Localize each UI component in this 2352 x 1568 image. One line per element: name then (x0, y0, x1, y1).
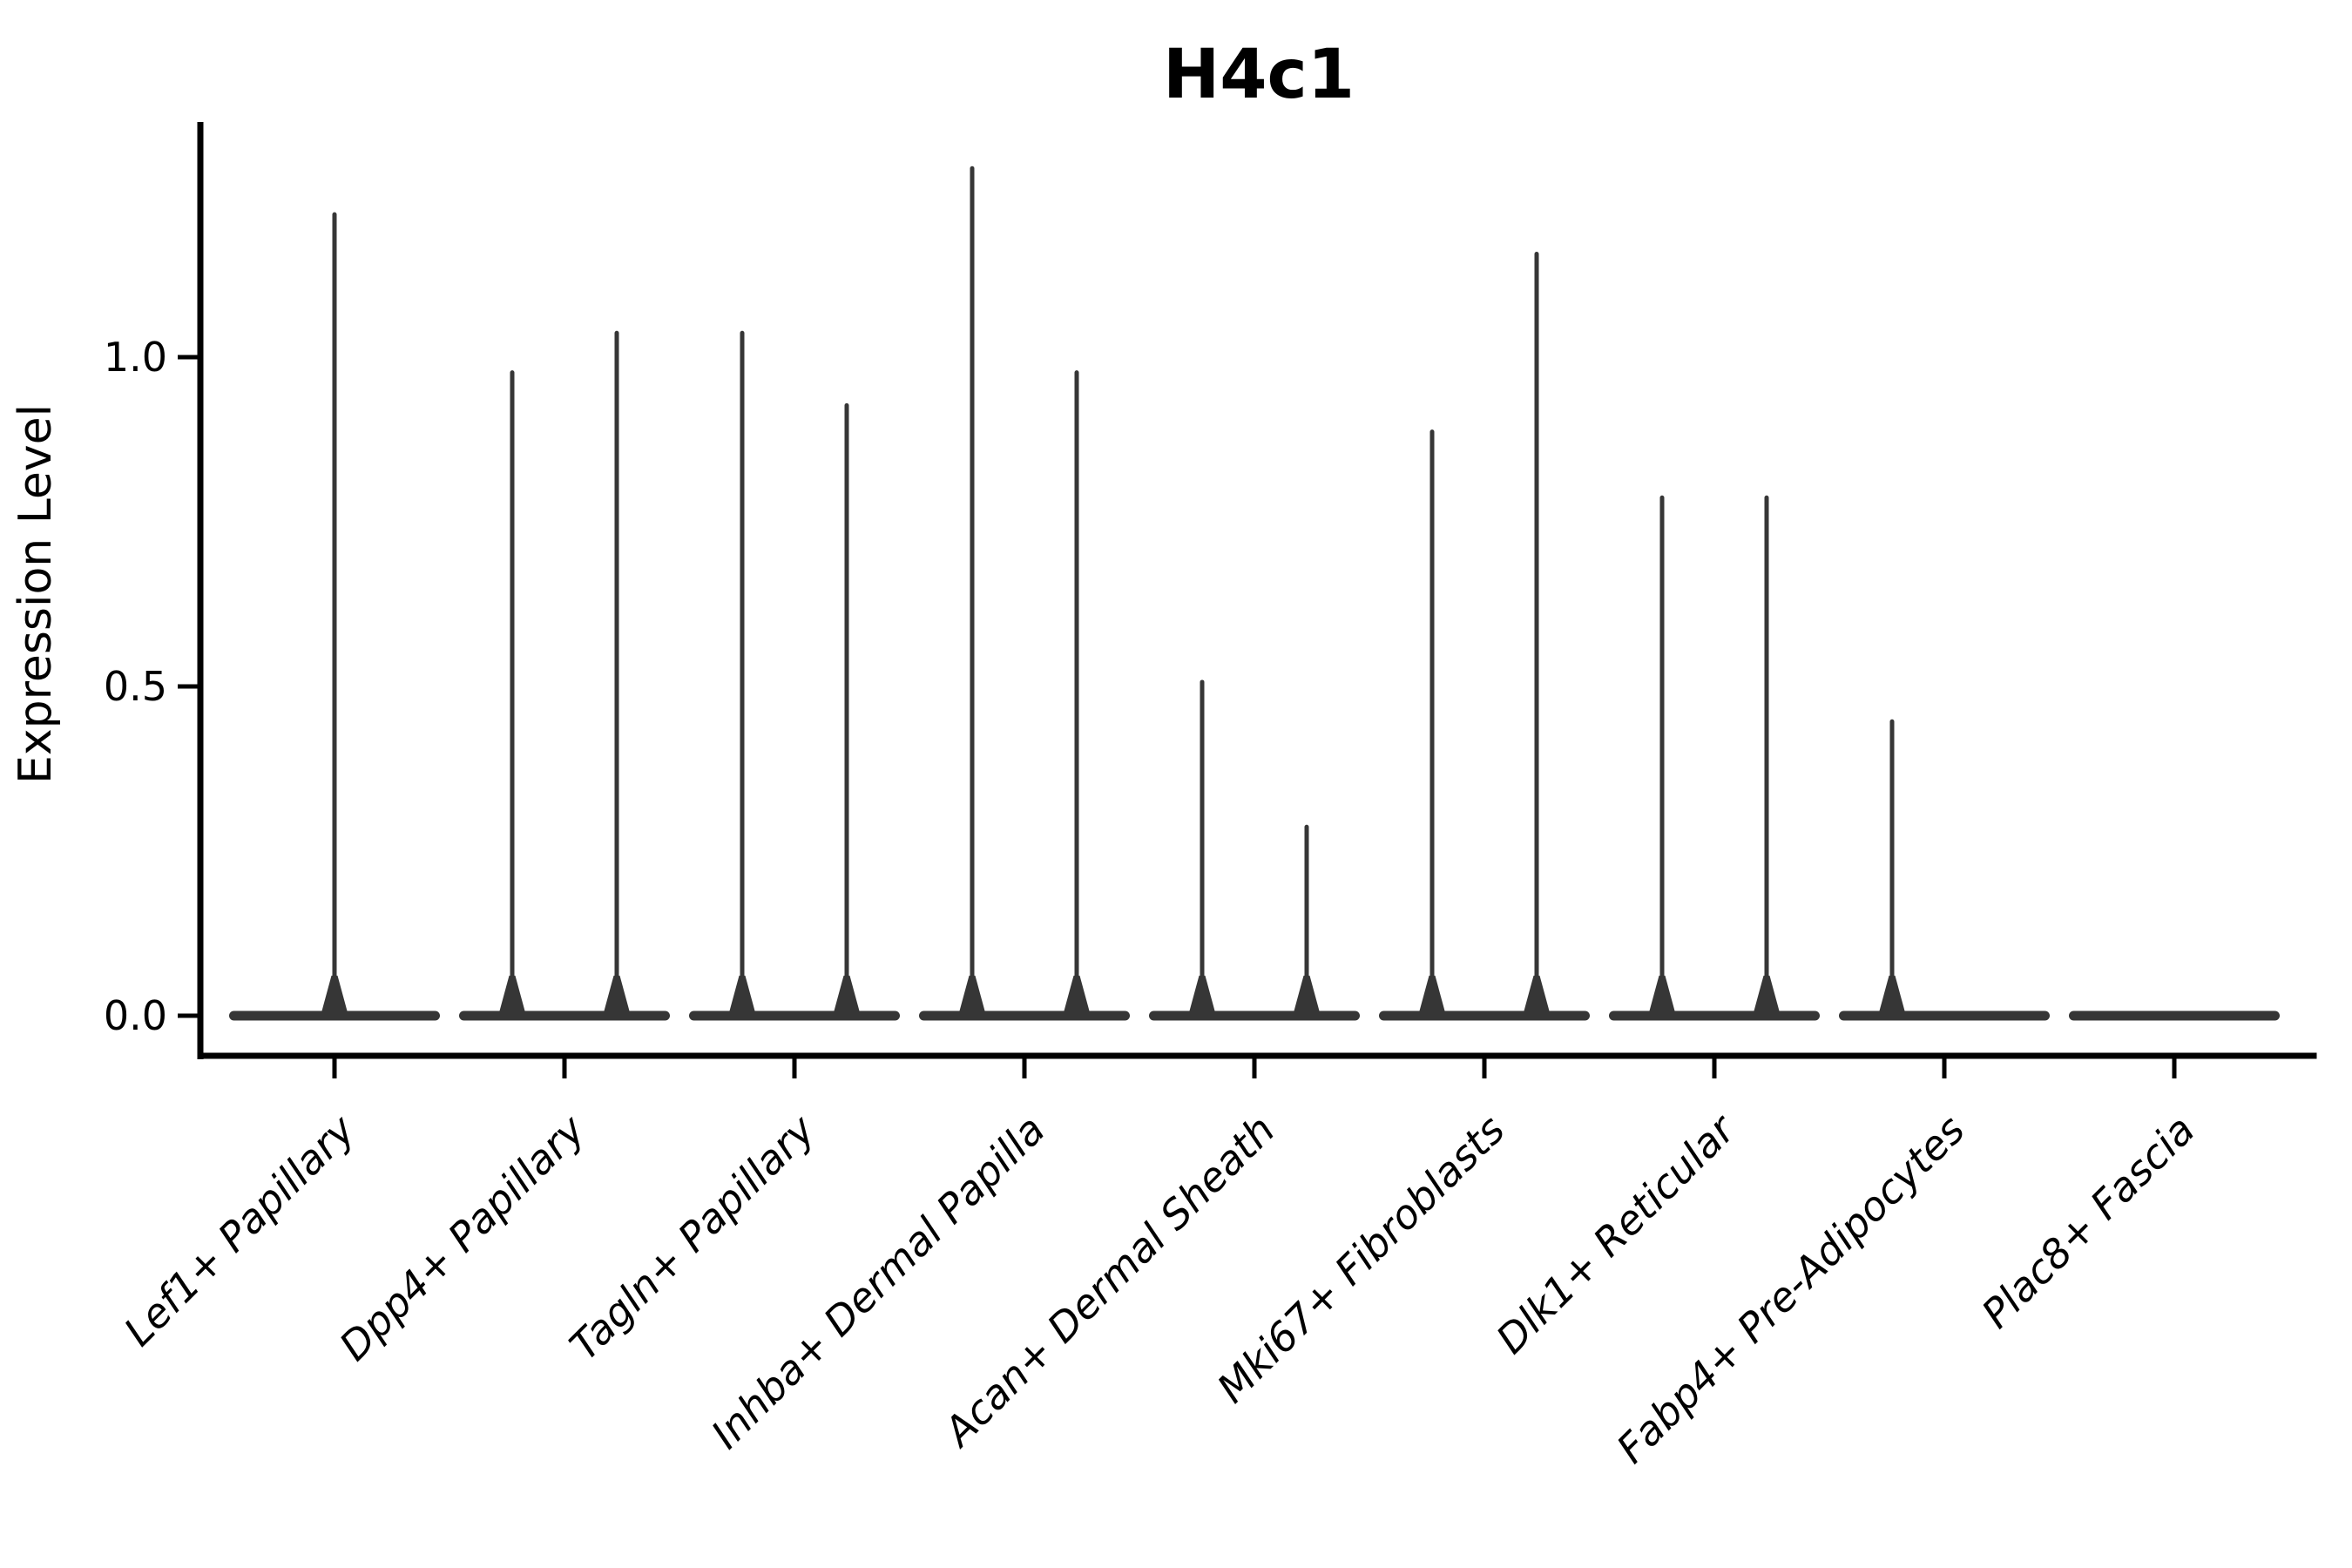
violin-base (1149, 1010, 1360, 1021)
violin-spike (970, 166, 975, 1016)
y-tick-label: 1.0 (104, 334, 167, 381)
violin-base (1609, 1010, 1820, 1021)
violin-spike (510, 370, 515, 1016)
axes (197, 122, 2317, 1059)
violin-base (689, 1010, 900, 1021)
y-tick-label: 0.0 (104, 992, 167, 1039)
y-tick-label: 0.5 (104, 663, 167, 710)
violin-spike (1304, 824, 1309, 1016)
left-spine (197, 122, 204, 1059)
violin-category (1609, 495, 1820, 1021)
violin-spike (1659, 495, 1665, 1016)
violin-base (919, 1010, 1130, 1021)
violin-base (1379, 1010, 1590, 1021)
violin-base (1839, 1010, 2050, 1021)
violin-category (1149, 679, 1360, 1021)
violin-base (459, 1010, 670, 1021)
violin-spike (1764, 495, 1769, 1016)
violin-spike (332, 212, 337, 1016)
plot-title: H4c1 (1163, 36, 1355, 114)
x-tick-label: Lef1+ Papillary (115, 1105, 364, 1355)
violin-spike (844, 402, 849, 1016)
x-tick-label: Plac8+ Fascia (1972, 1106, 2203, 1337)
violin-category (689, 330, 900, 1021)
violin-spike (614, 330, 619, 1016)
violins-layer (229, 166, 2280, 1021)
violin-spike (1429, 429, 1435, 1016)
violin-spike (1200, 679, 1205, 1016)
violin-spike (1534, 252, 1539, 1016)
y-axis-label: Expression Level (10, 404, 62, 784)
violin-category (459, 330, 670, 1021)
y-axis-ticks: 0.0 0.5 1.0 (104, 334, 200, 1039)
violin-category (2069, 1010, 2280, 1021)
violin-base (2069, 1010, 2280, 1021)
violin-category (229, 212, 440, 1021)
violin-category (919, 166, 1130, 1021)
violin-category (1839, 719, 2050, 1021)
x-tick-label: Dlk1+ Reticular (1487, 1104, 1746, 1362)
x-tick-label: Tagln+ Papillary (560, 1105, 824, 1369)
violin-category (1379, 252, 1590, 1021)
x-tick-label: Dpp4+ Papillary (330, 1105, 594, 1369)
bottom-spine (197, 1052, 2317, 1059)
violin-spike (1889, 719, 1895, 1016)
violin-spike (1074, 370, 1079, 1016)
violin-spike (740, 330, 745, 1016)
